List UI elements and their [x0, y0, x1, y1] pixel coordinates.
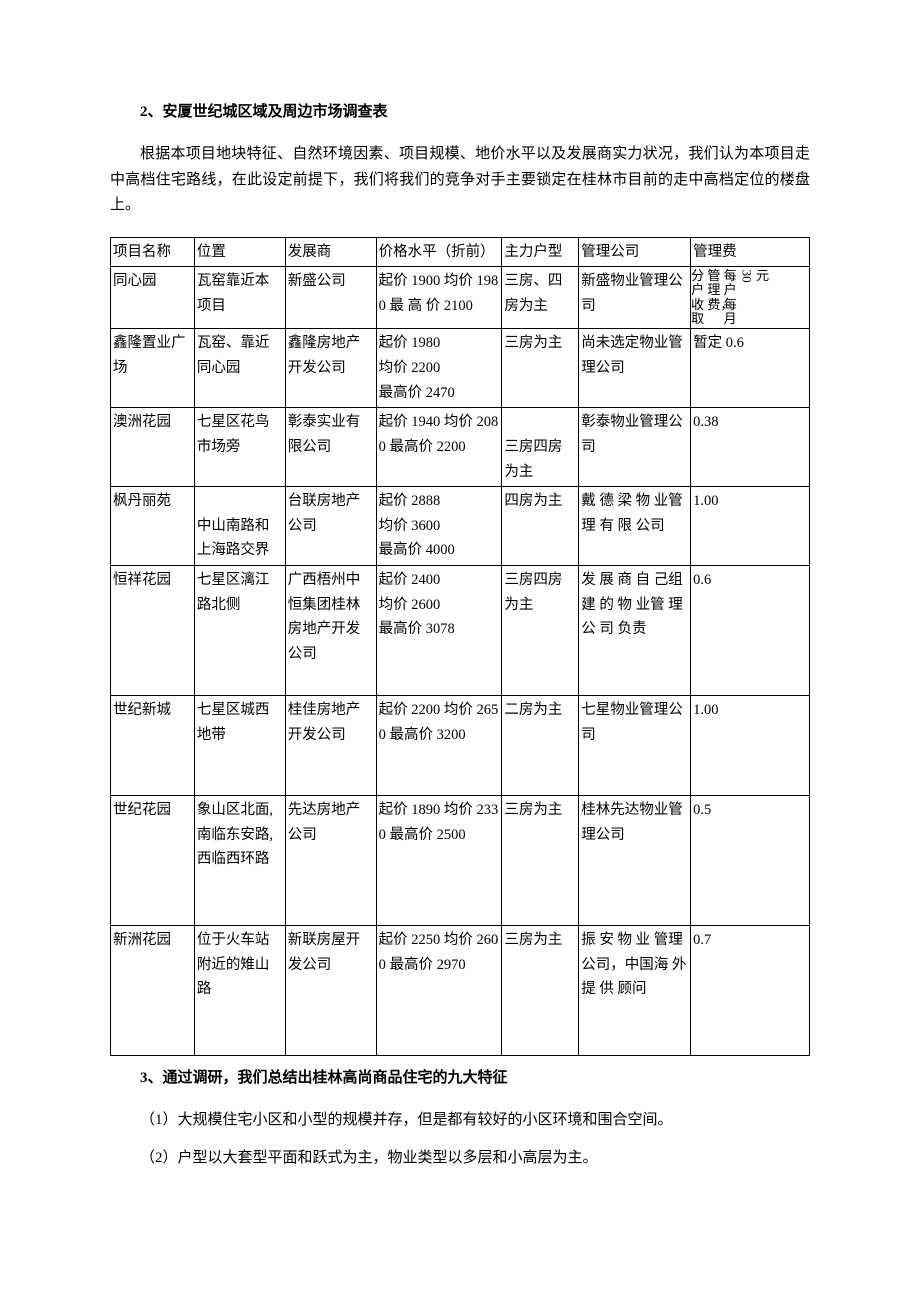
- price-line: 均价 3600: [379, 514, 500, 539]
- cell-name: 世纪花园: [111, 796, 195, 926]
- table-row: 恒祥花园 七星区漓江路北侧 广西梧州中恒集团桂林房地产开发公司 起价 2400 …: [111, 566, 810, 696]
- col-header: 管理费: [691, 237, 810, 267]
- feature-item: （1）大规模住宅小区和小型的规模并存，但是都有较好的小区环境和围合空间。: [110, 1108, 810, 1132]
- cell-name: 澳洲花园: [111, 408, 195, 487]
- vcol: 30: [740, 269, 753, 283]
- cell-price: 起价 1890 均价 2330 最高价 2500: [376, 796, 502, 926]
- cell-mgmt: 彰泰物业管理公司: [579, 408, 691, 487]
- table-row: 世纪新城 七星区城西地带 桂佳房地产开发公司 起价 2200 均价 2650 最…: [111, 696, 810, 796]
- vcol: 每户每月: [724, 269, 737, 326]
- col-header: 主力户型: [502, 237, 579, 267]
- cell-price: 起价 1900 均价 1980 最 高 价 2100: [376, 267, 502, 329]
- cell-name: 世纪新城: [111, 696, 195, 796]
- section3-title: 、通过调研，我们总结出桂林高尚商品住宅的九大特征: [148, 1070, 508, 1086]
- cell-location: 位于火车站附近的雉山路: [194, 926, 285, 1056]
- col-header: 价格水平（折前）: [376, 237, 502, 267]
- price-line: 起价 2888: [379, 489, 500, 514]
- cell-price: 起价 2200 均价 2650 最高价 3200: [376, 696, 502, 796]
- cell-developer: 广西梧州中恒集团桂林房地产开发公司: [285, 566, 376, 696]
- cell-location: 七星区漓江路北侧: [194, 566, 285, 696]
- cell-fee: 0.38: [691, 408, 810, 487]
- cell-unit-type: 三房、四房为主: [502, 267, 579, 329]
- intro-paragraph: 根据本项目地块特征、自然环境因素、项目规模、地价水平以及发展商实力状况，我们认为…: [110, 142, 810, 219]
- cell-mgmt: 振 安 物 业 管理公司，中国海 外 提 供 顾问: [579, 926, 691, 1056]
- col-header: 位置: [194, 237, 285, 267]
- table-row: 澳洲花园 七星区花鸟市场旁 彰泰实业有限公司 起价 1940 均价 2080 最…: [111, 408, 810, 487]
- cell-mgmt: 七星物业管理公司: [579, 696, 691, 796]
- cell-fee-vertical: 分户收取 管理费， 每户每月 30 元: [691, 267, 810, 329]
- vcol: 分户收取: [691, 269, 704, 326]
- cell-mgmt: 桂林先达物业管理公司: [579, 796, 691, 926]
- cell-location: 瓦窑、靠近同心园: [194, 329, 285, 408]
- cell-fee: 1.00: [691, 696, 810, 796]
- price-line: 最高价 4000: [379, 538, 500, 563]
- cell-fee: 0.7: [691, 926, 810, 1056]
- section2-number: 2: [140, 104, 148, 120]
- cell-name: 枫丹丽苑: [111, 487, 195, 566]
- price-line: 最高价 2470: [379, 381, 500, 406]
- cell-developer: 先达房地产公司: [285, 796, 376, 926]
- cell-price: 起价 2250 均价 2600 最高价 2970: [376, 926, 502, 1056]
- col-header: 管理公司: [579, 237, 691, 267]
- vcol-num: 30: [739, 270, 753, 283]
- cell-price: 起价 1980 均价 2200 最高价 2470: [376, 329, 502, 408]
- cell-developer: 新盛公司: [285, 267, 376, 329]
- cell-price: 起价 2400 均价 2600 最高价 3078: [376, 566, 502, 696]
- cell-location: 瓦窑靠近本项目: [194, 267, 285, 329]
- cell-name: 新洲花园: [111, 926, 195, 1056]
- cell-location: 象山区北面,南临东安路,西临西环路: [194, 796, 285, 926]
- cell-location: 七星区城西地带: [194, 696, 285, 796]
- cell-name: 鑫隆置业广场: [111, 329, 195, 408]
- cell-unit-type: 四房为主: [502, 487, 579, 566]
- cell-developer: 新联房屋开发公司: [285, 926, 376, 1056]
- cell-fee: 0.5: [691, 796, 810, 926]
- cell-fee: 1.00: [691, 487, 810, 566]
- section2-heading: 2、安厦世纪城区域及周边市场调查表: [110, 100, 810, 124]
- price-line: 均价 2600: [379, 593, 500, 618]
- table-header-row: 项目名称 位置 发展商 价格水平（折前） 主力户型 管理公司 管理费: [111, 237, 810, 267]
- price-line: 起价 1980: [379, 331, 500, 356]
- price-line: 最高价 3078: [379, 617, 500, 642]
- cell-name: 同心园: [111, 267, 195, 329]
- cell-location: 中山南路和上海路交界: [194, 487, 285, 566]
- cell-developer: 鑫隆房地产开发公司: [285, 329, 376, 408]
- col-header: 发展商: [285, 237, 376, 267]
- table-row: 鑫隆置业广场 瓦窑、靠近同心园 鑫隆房地产开发公司 起价 1980 均价 220…: [111, 329, 810, 408]
- cell-mgmt: 戴 德 梁 物 业管 理 有 限 公司: [579, 487, 691, 566]
- table-row: 枫丹丽苑 中山南路和上海路交界 台联房地产公司 起价 2888 均价 3600 …: [111, 487, 810, 566]
- cell-unit-type: 三房为主: [502, 796, 579, 926]
- cell-unit-type: 三房为主: [502, 329, 579, 408]
- cell-name: 恒祥花园: [111, 566, 195, 696]
- cell-fee: 0.6: [691, 566, 810, 696]
- vcol: 管理费，: [707, 269, 720, 312]
- table-row: 世纪花园 象山区北面,南临东安路,西临西环路 先达房地产公司 起价 1890 均…: [111, 796, 810, 926]
- col-header: 项目名称: [111, 237, 195, 267]
- cell-price: 起价 1940 均价 2080 最高价 2200: [376, 408, 502, 487]
- survey-table: 项目名称 位置 发展商 价格水平（折前） 主力户型 管理公司 管理费 同心园 瓦…: [110, 237, 810, 1057]
- loc-text: 中山南路和上海路交界: [197, 518, 270, 559]
- cell-fee: 暂定 0.6: [691, 329, 810, 408]
- price-line: 均价 2200: [379, 356, 500, 381]
- vcol: 元: [756, 269, 769, 283]
- cell-unit-type: 三房四房为主: [502, 566, 579, 696]
- section3-number: 3: [140, 1070, 148, 1086]
- section2-title: 、安厦世纪城区域及周边市场调查表: [148, 104, 388, 120]
- table-row: 新洲花园 位于火车站附近的雉山路 新联房屋开发公司 起价 2250 均价 260…: [111, 926, 810, 1056]
- cell-price: 起价 2888 均价 3600 最高价 4000: [376, 487, 502, 566]
- unit-type-text: 三房四房为主: [504, 439, 562, 480]
- cell-mgmt: 尚未选定物业管理公司: [579, 329, 691, 408]
- feature-item: （2）户型以大套型平面和跃式为主，物业类型以多层和小高层为主。: [110, 1146, 810, 1170]
- section3-heading: 3、通过调研，我们总结出桂林高尚商品住宅的九大特征: [110, 1066, 810, 1090]
- cell-developer: 台联房地产公司: [285, 487, 376, 566]
- cell-unit-type: 二房为主: [502, 696, 579, 796]
- price-line: 起价 2400: [379, 568, 500, 593]
- table-row: 同心园 瓦窑靠近本项目 新盛公司 起价 1900 均价 1980 最 高 价 2…: [111, 267, 810, 329]
- cell-location: 七星区花鸟市场旁: [194, 408, 285, 487]
- cell-mgmt: 发 展 商 自 己组 建 的 物 业管 理 公 司 负责: [579, 566, 691, 696]
- cell-developer: 桂佳房地产开发公司: [285, 696, 376, 796]
- cell-unit-type: 三房四房为主: [502, 408, 579, 487]
- cell-unit-type: 三房为主: [502, 926, 579, 1056]
- cell-mgmt: 新盛物业管理公司: [579, 267, 691, 329]
- cell-developer: 彰泰实业有限公司: [285, 408, 376, 487]
